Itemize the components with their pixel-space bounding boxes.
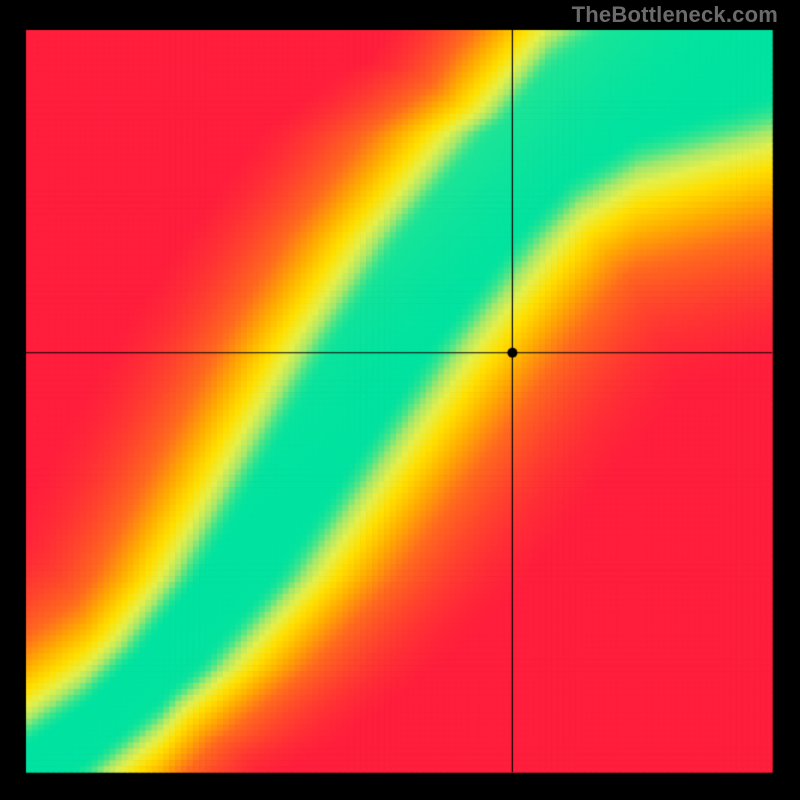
chart-container: TheBottleneck.com <box>0 0 800 800</box>
watermark-label: TheBottleneck.com <box>572 2 778 28</box>
heatmap-canvas <box>0 0 800 800</box>
